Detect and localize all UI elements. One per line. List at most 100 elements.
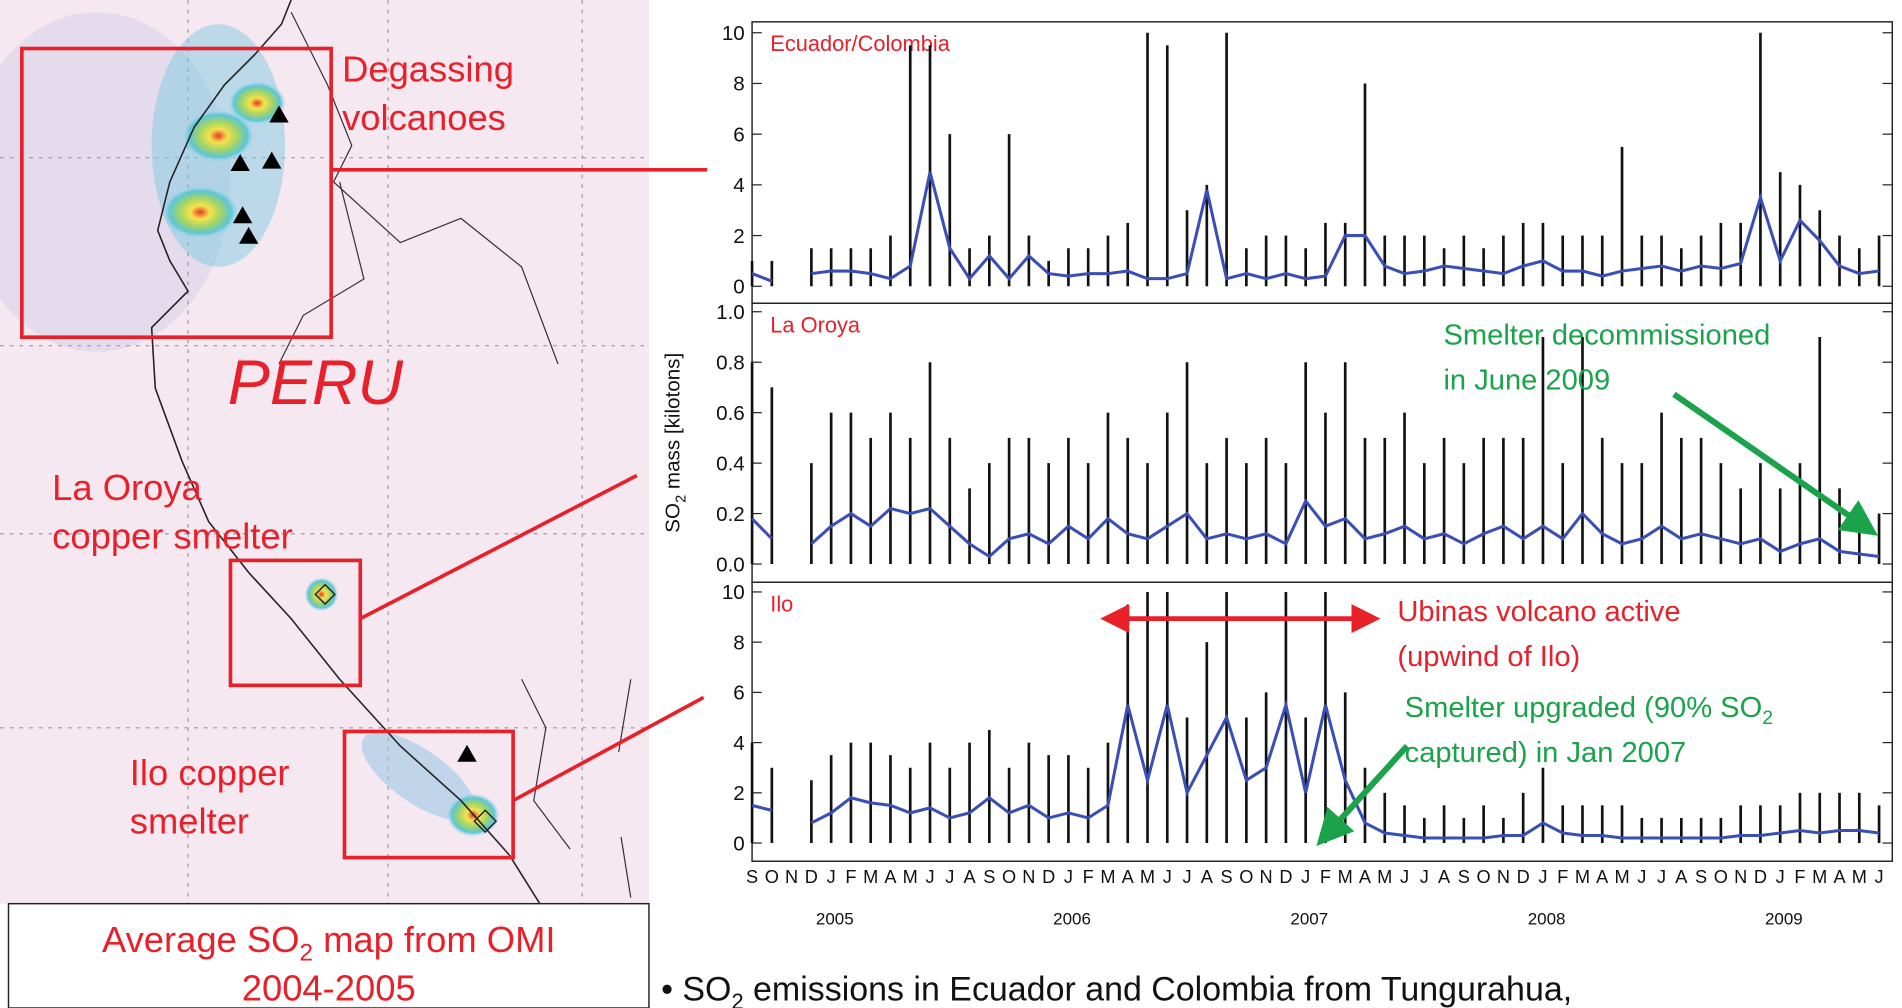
y-label-sub: 2 xyxy=(673,495,689,503)
panel-title: Ecuador/Colombia xyxy=(770,31,950,56)
map-label: Ilo copper xyxy=(130,752,290,793)
annotation-sub: 2 xyxy=(1762,707,1773,729)
x-tick-label: J xyxy=(827,867,836,887)
x-tick-label: O xyxy=(1477,867,1491,887)
x-tick-label: J xyxy=(1301,867,1310,887)
y-tick-label: 0.2 xyxy=(716,503,745,526)
caption-text: Average SO xyxy=(102,919,300,960)
map-grid xyxy=(0,0,649,904)
x-tick-label: M xyxy=(1338,867,1353,887)
annotation-text: Smelter upgraded (90% SO xyxy=(1405,692,1763,724)
y-label-text: SO xyxy=(661,503,684,533)
x-tick-label: D xyxy=(1279,867,1292,887)
so2-blob xyxy=(181,109,255,163)
x-tick-label: J xyxy=(1657,867,1666,887)
x-tick-label: A xyxy=(1675,867,1688,887)
y-tick-label: 4 xyxy=(733,174,744,197)
x-tick-label: A xyxy=(1833,867,1846,887)
x-tick-label: A xyxy=(963,867,976,887)
panel-title: Ilo xyxy=(770,591,793,616)
y-axis-label: SO2 mass [kilotons] xyxy=(661,353,689,533)
x-tick-label: N xyxy=(785,867,798,887)
x-tick-label: D xyxy=(1042,867,1055,887)
year-label: 2006 xyxy=(1053,909,1091,928)
annotation: Smelter upgraded (90% SO2 xyxy=(1405,692,1773,729)
year-label: 2008 xyxy=(1528,909,1566,928)
x-tick-label: M xyxy=(1852,867,1867,887)
coastline xyxy=(150,0,541,905)
y-tick-label: 0.4 xyxy=(716,452,745,475)
annotation: Smelter decommissioned xyxy=(1443,319,1770,351)
bullet-text: emissions in Ecuador and Colombia from T… xyxy=(744,971,1573,1008)
map-label: volcanoes xyxy=(342,97,506,138)
arrow xyxy=(1672,391,1878,536)
x-tick-label: M xyxy=(1575,867,1590,887)
x-tick-label: M xyxy=(903,867,918,887)
x-tick-label: J xyxy=(945,867,954,887)
x-tick-label: D xyxy=(1754,867,1767,887)
so2-blob xyxy=(161,185,239,239)
caption-sub: 2 xyxy=(299,940,313,967)
x-tick-label: S xyxy=(1695,867,1707,887)
y-tick-label: 0.0 xyxy=(716,553,745,576)
bullet: • SO2 emissions in Ecuador and Colombia … xyxy=(661,971,1572,1008)
x-tick-label: J xyxy=(1400,867,1409,887)
caption: Average SO2 map from OMI xyxy=(102,919,556,966)
bullet-text: • SO xyxy=(661,971,731,1008)
mean-line xyxy=(750,517,773,540)
mean-line xyxy=(810,699,1880,840)
x-tick-label: O xyxy=(1239,867,1253,887)
y-tick-label: 8 xyxy=(733,631,744,654)
caption: 2004-2005 xyxy=(242,968,416,1008)
annotation: in June 2009 xyxy=(1443,364,1610,396)
border xyxy=(278,11,632,898)
x-tick-label: J xyxy=(1064,867,1073,887)
x-tick-label: S xyxy=(1221,867,1233,887)
x-tick-label: S xyxy=(983,867,995,887)
country-label: PERU xyxy=(228,348,404,418)
y-tick-label: 8 xyxy=(733,73,744,96)
plots: 0 2 4 6 8 10 Ecuador/Colombia 0.0 0.2 0.4 0.6 0.8 1.… xyxy=(716,21,1894,928)
x-tick-label: D xyxy=(805,867,818,887)
x-tick-label: A xyxy=(884,867,897,887)
x-tick-label: J xyxy=(1163,867,1172,887)
x-tick-label: O xyxy=(1714,867,1728,887)
caption-text: map from OMI xyxy=(313,919,556,960)
y-tick-label: 0 xyxy=(733,832,744,855)
map: Degassing volcanoes PERU La Oroya copper… xyxy=(0,0,708,1008)
y-tick-label: 10 xyxy=(722,581,745,604)
x-tick-label: J xyxy=(1875,867,1884,887)
y-tick-label: 4 xyxy=(733,732,744,755)
x-tick-label: O xyxy=(765,867,779,887)
y-tick-label: 1.0 xyxy=(716,301,745,324)
x-tick-label: M xyxy=(1140,867,1155,887)
annotations: Smelter decommissioned in June 2009 Ubin… xyxy=(1100,319,1878,846)
map-label: copper smelter xyxy=(52,515,293,556)
y-tick-label: 0.6 xyxy=(716,402,745,425)
y-tick-label: 2 xyxy=(733,782,744,805)
y-tick-label: 0 xyxy=(733,276,744,299)
y-tick-label: 10 xyxy=(722,22,745,45)
y-tick-label: 6 xyxy=(733,123,744,146)
x-tick-label: J xyxy=(1538,867,1547,887)
mean-line xyxy=(751,803,773,812)
x-tick-label: N xyxy=(1260,867,1273,887)
annotation: (upwind of Ilo) xyxy=(1397,641,1580,673)
caption-box xyxy=(7,902,650,1008)
x-tick-label: J xyxy=(1183,867,1192,887)
bullet-sub: 2 xyxy=(731,989,743,1008)
mean-line xyxy=(811,171,1880,282)
x-tick-label: M xyxy=(1377,867,1392,887)
volcanoes xyxy=(230,105,477,762)
x-tick-label: M xyxy=(863,867,878,887)
x-tick-label: J xyxy=(1637,867,1646,887)
y-label-text: mass [kilotons] xyxy=(661,353,684,495)
so2-blob xyxy=(228,81,287,125)
arrow xyxy=(1316,743,1410,846)
x-tick-label: N xyxy=(1497,867,1510,887)
x-tick-label: A xyxy=(1596,867,1609,887)
y-tick-label: 6 xyxy=(733,682,744,705)
year-label: 2009 xyxy=(1765,909,1803,928)
x-tick-label: M xyxy=(1100,867,1115,887)
